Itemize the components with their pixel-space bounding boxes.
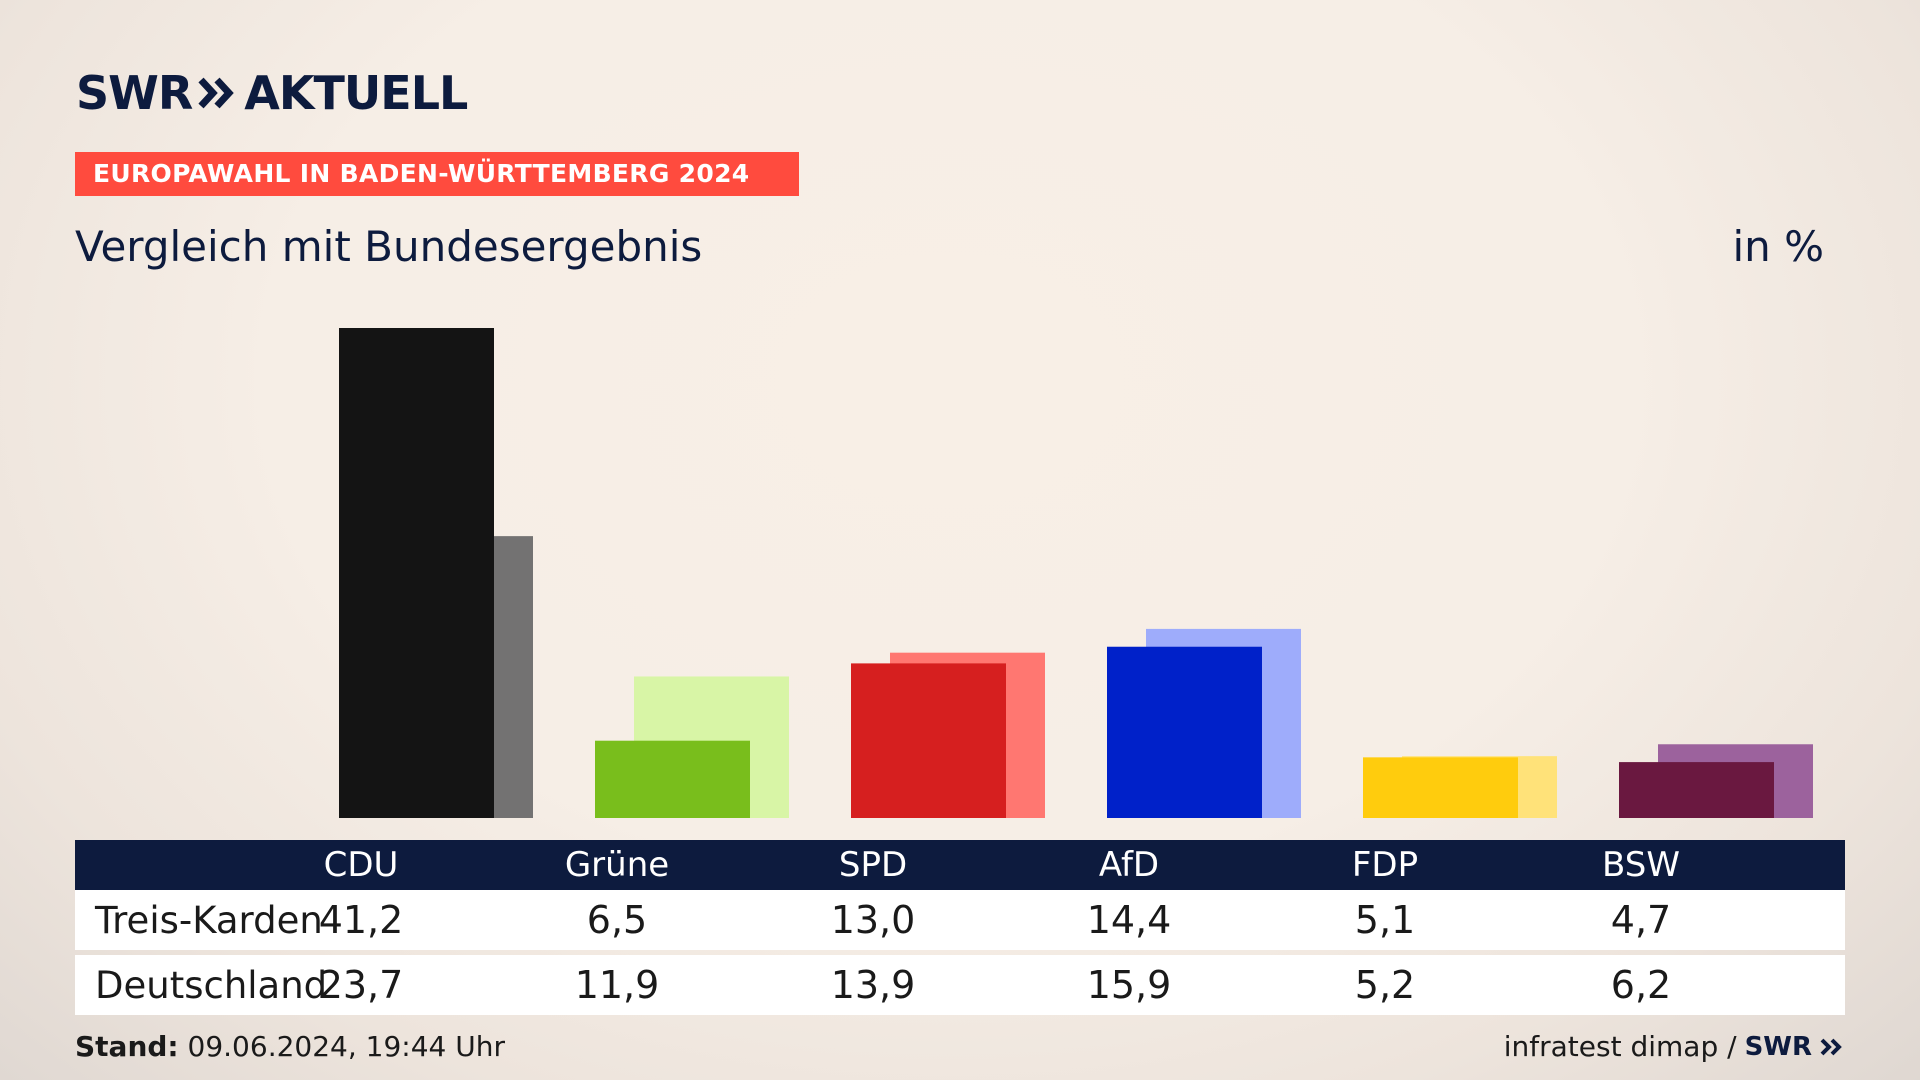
bar-spd-treis-karden — [851, 663, 1006, 818]
source-brand: SWR — [1744, 1031, 1812, 1062]
stand-value: 09.06.2024, 19:44 Uhr — [187, 1030, 505, 1063]
value-grne: 6,5 — [586, 898, 648, 942]
value-grne: 11,9 — [574, 963, 660, 1007]
value-spd: 13,9 — [830, 963, 916, 1007]
bar-chart — [339, 328, 1813, 818]
swr-aktuell-logo: SWR AKTUELL — [76, 66, 468, 120]
double-chevron-icon — [198, 76, 235, 110]
value-fdp: 5,1 — [1354, 898, 1416, 942]
source-credit: infratest dimap / SWR — [1504, 1030, 1844, 1063]
table-row-deutschland: Deutschland 23,7 11,9 13,9 15,9 5,2 6,2 — [75, 955, 1845, 1015]
bar-bsw-treis-karden — [1619, 762, 1774, 818]
source-text: infratest dimap / — [1503, 1030, 1737, 1063]
header-afd: AfD — [1098, 845, 1160, 885]
table-row-treis-karden: Treis-Karden 41,2 6,5 13,0 14,4 5,1 4,7 — [75, 890, 1845, 950]
value-afd: 14,4 — [1086, 898, 1172, 942]
unit-label: in % — [1732, 222, 1824, 271]
header-spd: SPD — [838, 845, 908, 885]
table-header-row: CDU Grüne SPD AfD FDP BSW — [75, 840, 1845, 890]
value-spd: 13,0 — [830, 898, 916, 942]
value-afd: 15,9 — [1086, 963, 1172, 1007]
row-label: Deutschland — [95, 963, 328, 1007]
header-grne: Grüne — [564, 845, 670, 885]
stand-label: Stand: — [75, 1030, 179, 1063]
timestamp: Stand: 09.06.2024, 19:44 Uhr — [75, 1030, 505, 1063]
value-bsw: 4,7 — [1610, 898, 1672, 942]
value-bsw: 6,2 — [1610, 963, 1672, 1007]
double-chevron-icon — [1820, 1038, 1842, 1055]
value-cdu: 23,7 — [318, 963, 404, 1007]
chart-subtitle: Vergleich mit Bundesergebnis — [75, 222, 703, 271]
value-fdp: 5,2 — [1354, 963, 1416, 1007]
logo-aktuell-text: AKTUELL — [244, 66, 468, 120]
bar-fdp-treis-karden — [1363, 757, 1518, 818]
election-tag: EUROPAWAHL IN BADEN-WÜRTTEMBERG 2024 — [75, 152, 799, 196]
bar-afd-treis-karden — [1107, 646, 1262, 818]
bar-grne-treis-karden — [595, 740, 750, 818]
logo-swr-text: SWR — [76, 66, 193, 120]
header-bsw: BSW — [1602, 845, 1680, 885]
results-table: CDU Grüne SPD AfD FDP BSW Treis-Karden 41,2 6,5… — [75, 840, 1845, 1015]
value-cdu: 41,2 — [318, 898, 404, 942]
header-fdp: FDP — [1351, 845, 1419, 885]
row-label: Treis-Karden — [95, 898, 323, 942]
bar-cdu-treis-karden — [339, 328, 494, 818]
header-cdu: CDU — [323, 845, 399, 885]
